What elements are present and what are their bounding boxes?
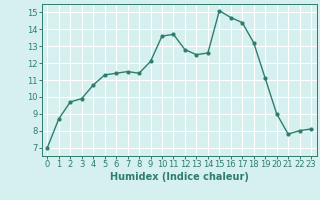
X-axis label: Humidex (Indice chaleur): Humidex (Indice chaleur) (110, 172, 249, 182)
